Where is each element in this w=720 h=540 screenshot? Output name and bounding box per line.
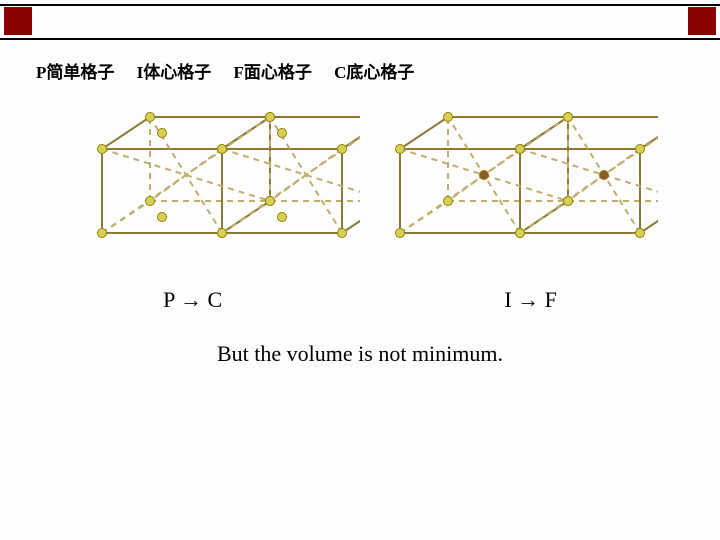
label-p-to-c: P → C [163,287,222,313]
lattice-diagram-left [62,83,360,279]
type-p: P简单格子 [36,63,114,82]
type-i: I体心格子 [137,63,212,82]
banner-line [0,4,720,6]
type-c: C底心格子 [334,63,414,82]
type-f: F面心格子 [234,63,312,82]
footer-note: But the volume is not minimum. [22,341,698,367]
banner-square [688,7,716,35]
lattice-types-heading: P简单格子 I体心格子 F面心格子 C底心格子 [36,58,698,83]
label-i-to-f: I → F [504,287,557,313]
banner-square [4,7,32,35]
lattice-diagram-right [360,83,658,279]
banner-line [0,38,720,40]
title-banner [0,0,720,42]
